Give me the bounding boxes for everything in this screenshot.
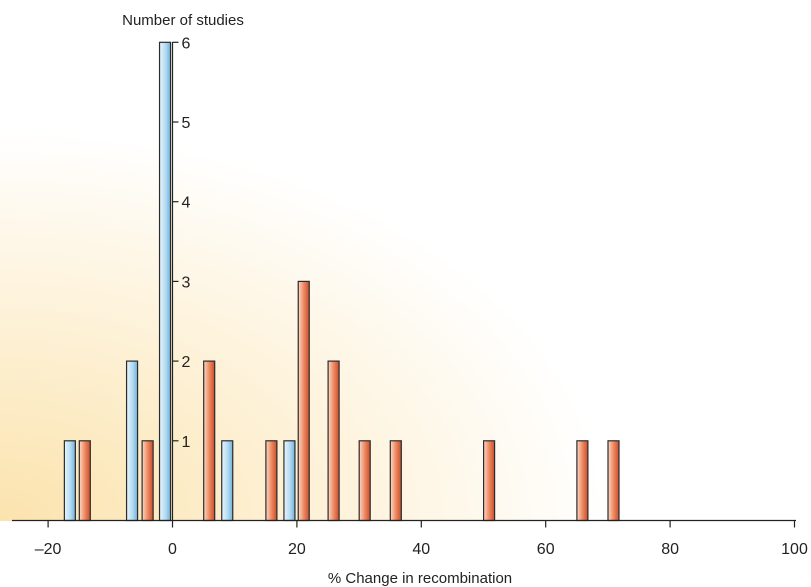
bar-blue-3 xyxy=(158,41,172,522)
bar-red-2 xyxy=(141,440,154,522)
bar-blue-1 xyxy=(63,440,76,522)
background-glow xyxy=(0,0,811,521)
bar-red-8 xyxy=(389,440,402,522)
bar-blue-5 xyxy=(283,440,296,522)
x-tick-label: 40 xyxy=(412,541,430,558)
y-tick-label: 1 xyxy=(182,434,191,451)
x-axis-title: % Change in recombination xyxy=(328,570,512,587)
x-ticks-layer: –20 0 20 40 60 80 100 xyxy=(35,520,808,558)
bar-red-4 xyxy=(265,440,278,522)
x-tick-label: 80 xyxy=(661,541,679,558)
bar-blue-4 xyxy=(221,440,234,522)
x-tick-label: –20 xyxy=(35,541,62,558)
bar-red-5 xyxy=(297,280,310,522)
x-tick-label: 100 xyxy=(781,541,808,558)
bar-blue-2 xyxy=(125,360,139,522)
y-ticks-layer: 1 2 3 4 5 6 xyxy=(172,35,191,451)
bar-red-9 xyxy=(483,440,496,522)
y-tick-label: 2 xyxy=(182,354,191,371)
bar-red-6 xyxy=(327,360,340,522)
x-tick-label: 60 xyxy=(537,541,555,558)
bar-red-11 xyxy=(607,440,620,522)
x-tick-label: 20 xyxy=(288,541,306,558)
bar-red-1 xyxy=(78,440,91,522)
y-axis-title: Number of studies xyxy=(122,12,244,29)
y-tick-label: 6 xyxy=(182,35,191,52)
y-tick-label: 5 xyxy=(182,115,191,132)
y-tick-label: 3 xyxy=(182,274,191,291)
y-tick-label: 4 xyxy=(182,195,191,212)
bar-red-3 xyxy=(203,360,216,522)
bar-red-7 xyxy=(358,440,371,522)
x-tick-label: 0 xyxy=(168,541,177,558)
bars-layer xyxy=(63,41,620,522)
bar-red-10 xyxy=(576,440,589,522)
